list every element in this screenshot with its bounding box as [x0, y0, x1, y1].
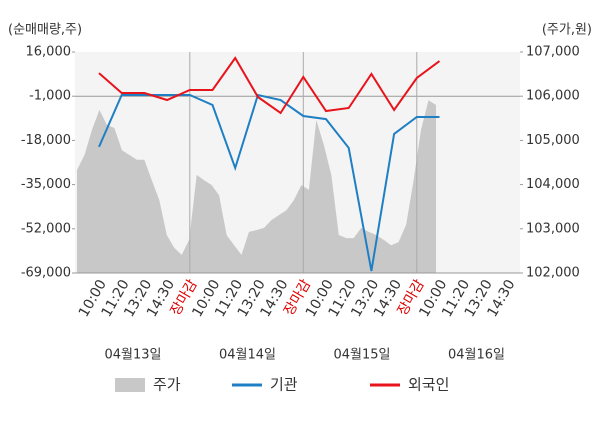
- legend-label: 외국인: [408, 376, 449, 394]
- y2-tick-label: 107,000: [526, 45, 580, 60]
- y2-tick-label: 104,000: [526, 177, 580, 192]
- legend-swatch: [115, 378, 145, 392]
- date-label: 04월16일: [448, 348, 505, 363]
- date-label: 04월14일: [219, 348, 276, 363]
- price-area: [77, 100, 436, 273]
- date-label: 04월15일: [333, 348, 390, 363]
- y-tick-label: -69,000: [21, 266, 71, 281]
- y2-tick-label: 106,000: [526, 89, 580, 104]
- y2-axis-title: (주가,원): [542, 23, 592, 38]
- y-tick-label: -52,000: [21, 221, 71, 236]
- y-tick-label: -18,000: [21, 133, 71, 148]
- y2-tick-label: 103,000: [526, 221, 580, 236]
- y-tick-label: 16,000: [26, 45, 72, 60]
- y-axis-title: (순매매량,주): [8, 23, 82, 38]
- series-line: [98, 93, 440, 272]
- legend-label: 기관: [270, 376, 298, 394]
- y2-tick-label: 105,000: [526, 133, 580, 148]
- y-tick-label: -1,000: [29, 89, 71, 104]
- series-line: [98, 56, 441, 115]
- y-tick-label: -35,000: [21, 177, 71, 192]
- date-label: 04월13일: [104, 348, 161, 363]
- y2-tick-label: 102,000: [526, 266, 580, 281]
- legend-label: 주가: [153, 376, 181, 394]
